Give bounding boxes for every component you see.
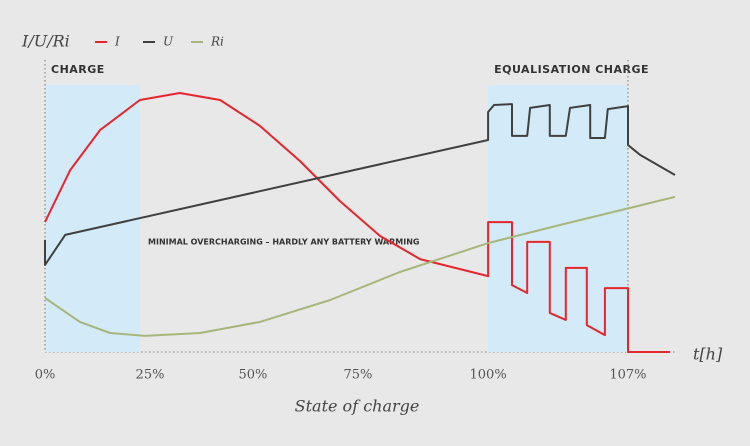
- region-label: EQUALISATION CHARGE: [494, 63, 649, 76]
- region-band: [45, 85, 140, 352]
- region-label: CHARGE: [51, 63, 105, 76]
- x-tick-label: 100%: [470, 368, 507, 383]
- annotation: MINIMAL OVERCHARGING – HARDLY ANY BATTER…: [148, 238, 419, 247]
- x-axis-label: State of charge: [295, 397, 420, 416]
- x-unit-label: t[h]: [693, 345, 723, 364]
- series-line: [44, 92, 670, 353]
- legend-label: I: [114, 35, 120, 49]
- series-line: [44, 103, 676, 266]
- x-tick-label: 50%: [238, 368, 267, 383]
- x-tick-label: 0%: [35, 368, 56, 383]
- x-tick-label: 107%: [609, 368, 646, 383]
- x-tick-label: 25%: [136, 368, 165, 383]
- y-axis-label: I/U/Ri: [21, 32, 70, 51]
- series-line: [44, 195, 676, 337]
- legend-label: U: [163, 35, 174, 49]
- legend-label: Ri: [210, 35, 224, 49]
- x-tick-label: 75%: [343, 368, 372, 383]
